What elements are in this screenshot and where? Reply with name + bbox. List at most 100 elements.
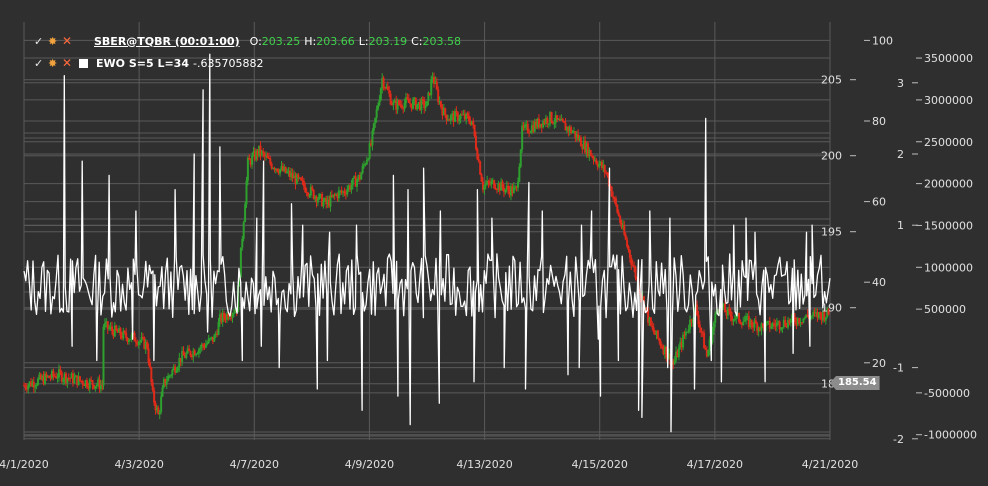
check-icon[interactable]: ✓ [34, 34, 44, 48]
candle-body [172, 366, 175, 370]
candle-body [39, 374, 42, 380]
series-title[interactable]: SBER@TQBR (00:01:00) [94, 34, 240, 48]
candle-body [648, 317, 651, 323]
candle-body [536, 118, 539, 128]
x-tick-label: 4/3/2020 [114, 458, 163, 471]
candle-body [270, 163, 273, 169]
candle-body [626, 239, 629, 247]
candle-body [328, 199, 331, 207]
candle-body [122, 330, 125, 339]
candle-body [631, 264, 634, 266]
candle-body [136, 342, 139, 345]
candle-body [775, 322, 778, 327]
candle-body [630, 257, 633, 265]
candle-body [613, 197, 616, 199]
candle-body [189, 351, 192, 356]
candle-body [46, 375, 49, 377]
candle-body [353, 176, 356, 179]
candle-body [385, 86, 388, 89]
x-tick-label: 4/21/2020 [802, 458, 858, 471]
candle-body [167, 375, 170, 382]
candle-body [28, 381, 31, 385]
close-icon[interactable]: ✕ [62, 56, 73, 70]
candle-body [785, 325, 788, 328]
axis-tick-label: 100 [872, 34, 893, 47]
candle-body [484, 184, 487, 186]
chart-axes: 18519019520020520406080100-2-1123-100000… [0, 34, 977, 471]
candle-body [169, 375, 172, 377]
candle-body [342, 191, 345, 193]
candle-body [782, 319, 785, 328]
gear-icon[interactable]: ✸ [48, 56, 58, 70]
candle-body [677, 347, 680, 358]
candle-body [477, 159, 480, 162]
candle-body [368, 143, 371, 159]
candle-body [416, 104, 419, 110]
candle-body [95, 384, 98, 387]
candle-body [207, 338, 210, 343]
close-icon[interactable]: ✕ [62, 34, 73, 48]
close-label: C: [411, 34, 423, 48]
candle-body [521, 125, 524, 150]
candle-body [99, 384, 102, 390]
candle-body [707, 350, 710, 357]
candle-body [540, 123, 543, 128]
candle-body [752, 325, 755, 328]
candle-body [610, 186, 613, 197]
candle-body [739, 321, 742, 324]
candle-body [168, 375, 171, 377]
candle-body [375, 109, 378, 118]
candle-body [144, 342, 147, 349]
close-value: 203.58 [422, 34, 462, 48]
candle-body [665, 346, 668, 358]
candle-body [732, 319, 735, 321]
candle-body [437, 89, 440, 103]
axis-tick-label: 2 [897, 148, 904, 161]
candle-body [801, 322, 804, 324]
candle-body [227, 313, 230, 319]
candle-body [788, 320, 791, 323]
candle-body [279, 169, 282, 174]
candle-body [424, 106, 427, 109]
candle-body [455, 111, 458, 113]
axis-tick-label: 3 [897, 77, 904, 90]
candle-body [609, 186, 612, 188]
candle-body [470, 120, 473, 125]
candle-body [186, 348, 189, 354]
candle-body [129, 339, 132, 341]
candle-body [777, 321, 780, 323]
candle-body [337, 190, 340, 199]
legend-indicator: ✓ ✸ ✕ EWO S=5 L=34 -.635705882 [34, 56, 263, 70]
candle-body [668, 353, 671, 358]
candle-body [535, 121, 538, 128]
candle-body [393, 100, 396, 103]
color-square-icon[interactable] [79, 58, 88, 68]
candle-body [502, 187, 505, 193]
candle-body [160, 396, 163, 412]
candle-body [690, 319, 693, 323]
candle-body [73, 377, 76, 383]
candle-body [635, 277, 638, 279]
candle-body [298, 177, 301, 179]
candle-body [83, 384, 86, 386]
candle-body [314, 196, 317, 199]
candle-body [444, 108, 447, 115]
candle-body [798, 318, 801, 324]
candle-body [209, 338, 212, 340]
candle-body [103, 323, 106, 327]
candle-body [251, 155, 254, 165]
candle-body [192, 350, 195, 358]
candle-body [137, 341, 140, 345]
candle-body [161, 387, 164, 397]
candle-body [94, 386, 97, 389]
candle-body [756, 323, 759, 332]
candle-body [97, 379, 100, 385]
candle-body [350, 184, 353, 190]
candle-body [526, 124, 529, 133]
candle-body [679, 341, 682, 348]
candle-body [794, 317, 797, 323]
check-icon[interactable]: ✓ [34, 56, 44, 70]
gear-icon[interactable]: ✸ [48, 34, 58, 48]
candle-body [69, 378, 72, 380]
